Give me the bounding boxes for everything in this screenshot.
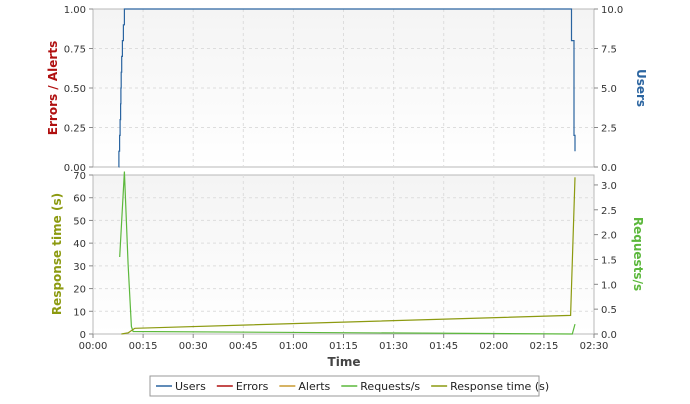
series-requests-s-line (119, 171, 576, 335)
bottom-left-axis-title: Response time (s) (50, 193, 64, 315)
y-tick-label-right: 5.0 (601, 84, 617, 95)
y-tick-label-left: 0.50 (64, 84, 86, 95)
legend-label: Alerts (298, 380, 330, 393)
x-tick-label: 01:45 (429, 341, 458, 352)
x-tick-label: 00:30 (179, 341, 208, 352)
y-tick-label-right: 0.0 (601, 163, 617, 174)
bottom-right-axis-title: Requests/s (631, 217, 645, 291)
legend-label: Users (175, 380, 206, 393)
top-right-axis-title: Users (634, 69, 648, 107)
series-response-time-s-line (121, 177, 576, 335)
x-tick-label: 01:30 (379, 341, 408, 352)
y-tick-label-right: 10.0 (601, 5, 623, 16)
y-tick-label-right: 0.5 (601, 305, 617, 316)
y-tick-label-right: 2.5 (601, 206, 617, 217)
y-tick-label-left: 10 (73, 307, 86, 318)
grid-layer (93, 9, 594, 334)
y-tick-label-right: 3.0 (601, 181, 617, 192)
y-tick-label-left: 70 (73, 171, 86, 182)
y-tick-label-right: 1.5 (601, 255, 617, 266)
series-layer (118, 8, 576, 335)
legend-item: Response time (s) (431, 380, 549, 393)
x-tick-label: 00:00 (79, 341, 108, 352)
y-tick-label-right: 2.5 (601, 124, 617, 135)
x-tick-label: 02:30 (580, 341, 609, 352)
y-tick-label-left: 20 (73, 285, 86, 296)
top-left-axis-title: Errors / Alerts (46, 41, 60, 135)
series-users-line (118, 8, 576, 168)
y-tick-label-left: 0 (80, 330, 86, 341)
tick-layer: 0.00 0.25 0.50 0.75 1.00 0.0 2.5 5.0 7.5 10.0 0 10 2… (64, 5, 624, 352)
y-tick-label-left: 0.75 (64, 45, 86, 56)
y-tick-label-left: 40 (73, 239, 86, 250)
legend-item: Errors (216, 380, 269, 393)
y-tick-label-left: 0.25 (64, 124, 86, 135)
x-axis-title: Time (328, 355, 361, 369)
x-tick-label: 01:15 (329, 341, 358, 352)
x-tick-label: 01:00 (279, 341, 308, 352)
y-tick-label-left: 0.00 (64, 163, 86, 174)
legend-label: Requests/s (360, 380, 420, 393)
legend-item: Requests/s (341, 380, 420, 393)
legend-label: Response time (s) (450, 380, 549, 393)
x-tick-label: 00:15 (129, 341, 158, 352)
y-tick-label-right: 1.0 (601, 280, 617, 291)
y-tick-label-left: 1.00 (64, 5, 86, 16)
y-tick-label-left: 60 (73, 194, 86, 205)
legend-label: Errors (236, 380, 269, 393)
y-tick-label-left: 30 (73, 262, 86, 273)
legend-item: Alerts (279, 380, 331, 393)
y-tick-label-right: 0.0 (601, 330, 617, 341)
y-tick-label-right: 2.0 (601, 231, 617, 242)
legend: Users Errors Alerts Requests/s Response time… (149, 375, 549, 397)
x-tick-label: 02:15 (529, 341, 558, 352)
legend-item: Users (156, 380, 206, 393)
y-tick-label-left: 50 (73, 216, 86, 227)
x-tick-label: 00:45 (229, 341, 258, 352)
y-tick-label-right: 7.5 (601, 45, 617, 56)
x-tick-label: 02:00 (479, 341, 508, 352)
